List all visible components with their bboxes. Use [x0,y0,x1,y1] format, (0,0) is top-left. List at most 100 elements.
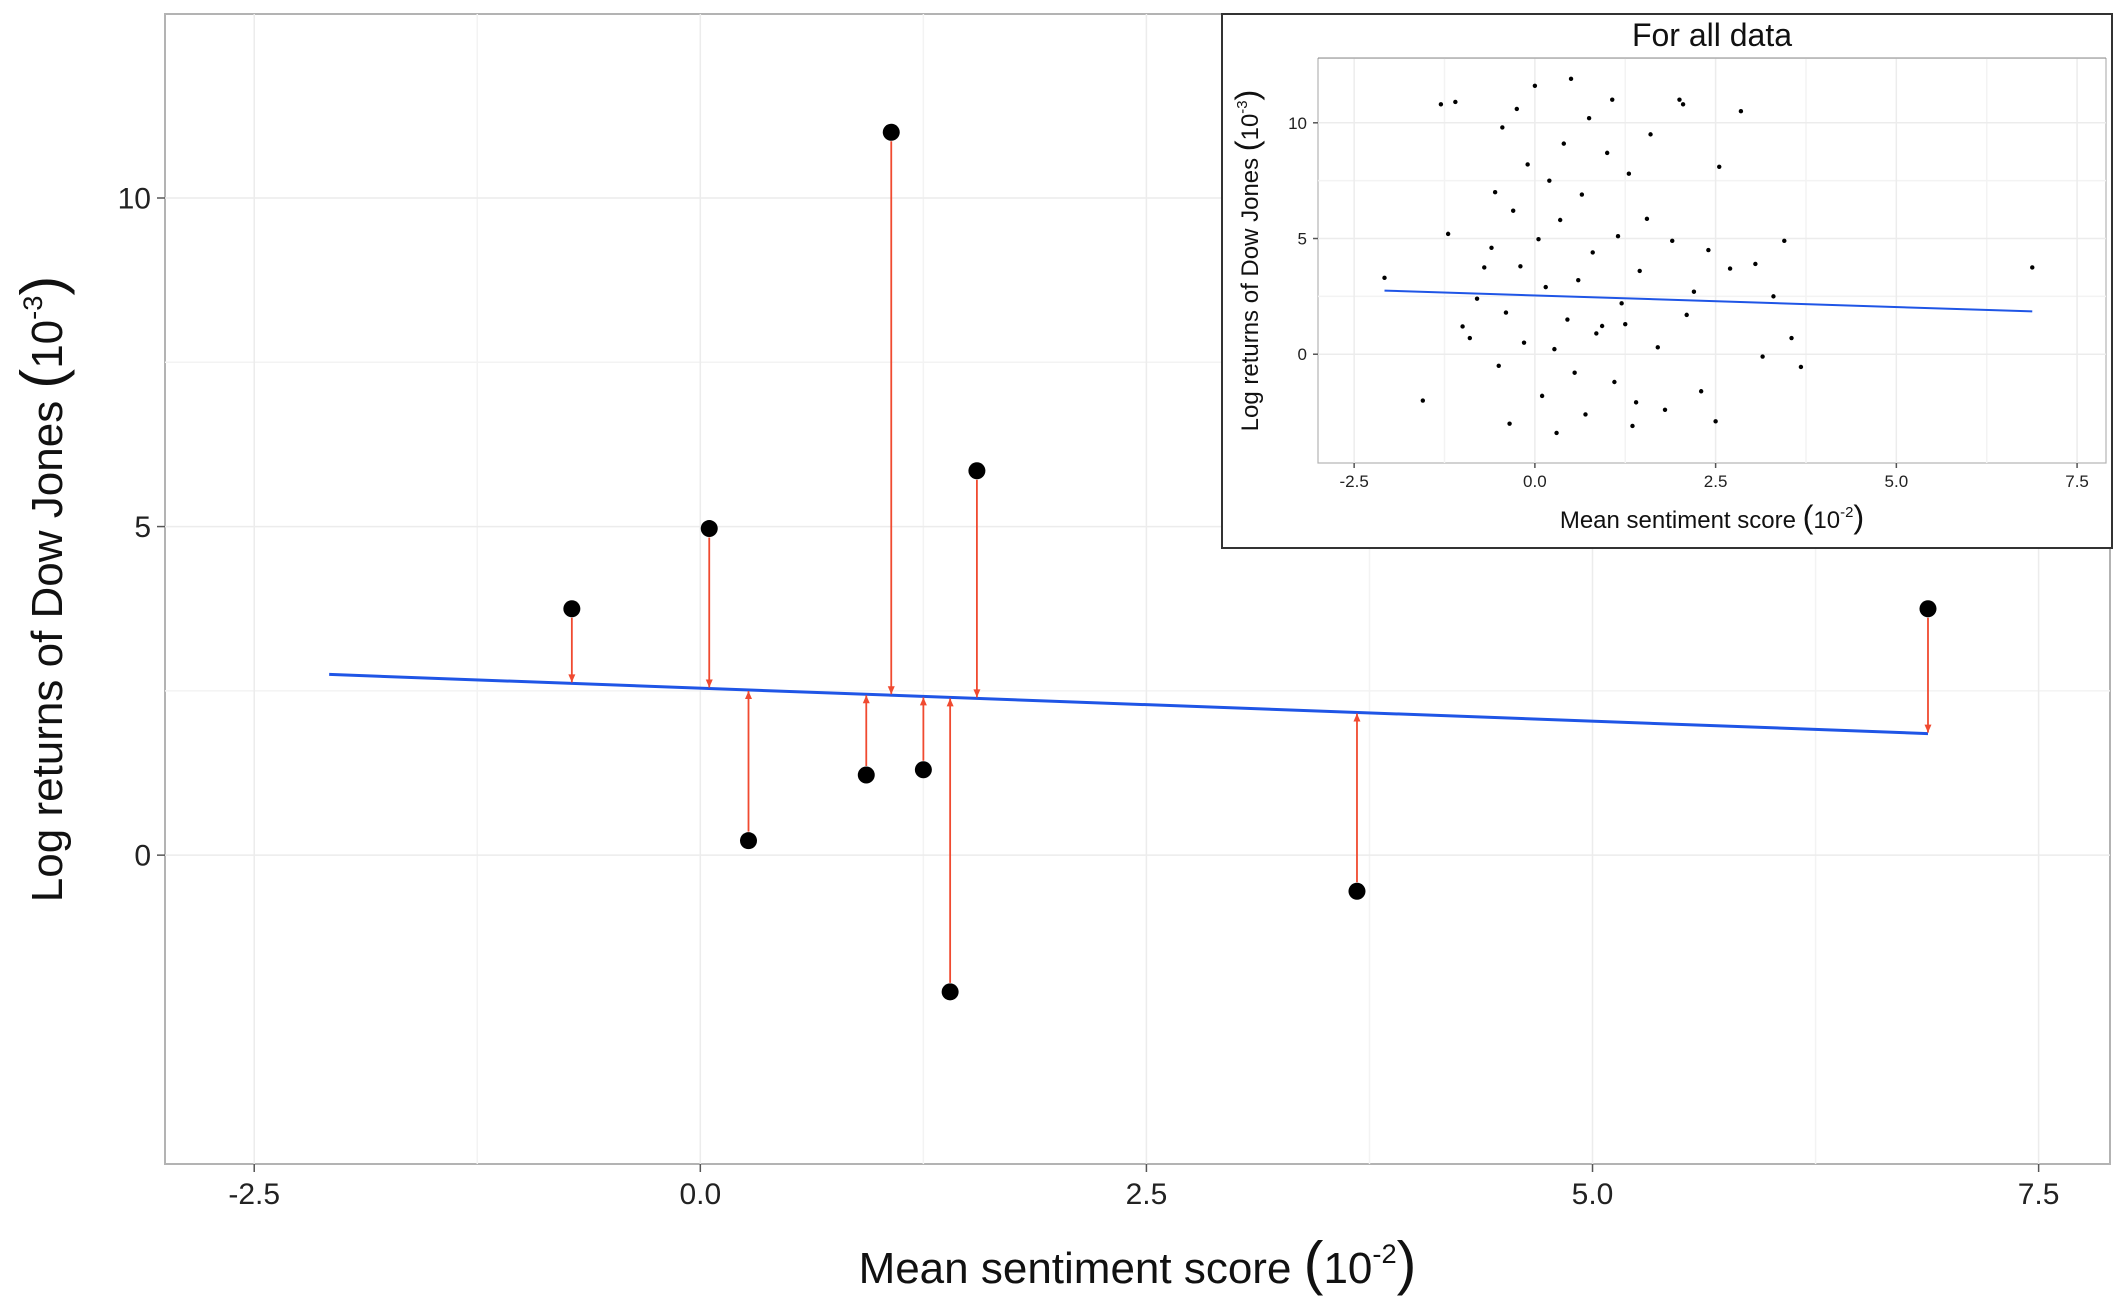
inset-panel: -2.5 0.0 2.5 5.0 7.5 0 5 10 For all data Mean sen… [1221,13,2113,549]
inset-data-point [1552,346,1557,352]
inset-data-point [1557,217,1563,223]
inset-data-point [1680,102,1686,107]
inset-data-point [1539,393,1545,399]
inset-x-tick-label: 7.5 [2065,472,2089,491]
inset-data-point [1525,162,1530,167]
inset-data-point [1453,99,1458,105]
inset-data-point [1438,102,1444,107]
inset-data-point [1604,150,1610,156]
inset-data-point [1760,354,1765,359]
inset-data-point [1738,109,1744,114]
inset-data-point [1445,231,1451,237]
main-x-tick-label: 5.0 [1572,1178,1614,1211]
inset-title-strip [1223,15,2111,58]
inset-data-point [1771,294,1776,299]
residual-arrowhead [745,690,752,699]
inset-data-point [1706,247,1711,253]
inset-data-point [1684,312,1689,318]
main-data-point [857,766,875,784]
inset-data-point [1543,284,1548,290]
inset-data-point [1474,296,1480,301]
inset-data-point [2030,265,2035,270]
inset-data-point [1579,192,1585,197]
main-data-point [563,600,581,618]
inset-data-point [1510,208,1516,213]
inset-data-point [1610,97,1615,102]
inset-data-point [1536,237,1541,242]
main-y-axis-label: Log returns of Dow Jones (10-3) [8,276,75,902]
inset-data-point [1713,419,1718,424]
inset-y-tick-label: 10 [1288,114,1307,133]
main-y-tick-label: 10 [118,183,151,216]
inset-data-point [1554,430,1559,436]
inset-data-point [1496,363,1501,368]
inset-data-point [1644,216,1650,222]
inset-data-point [1482,265,1487,270]
inset-data-point [1594,331,1599,336]
inset-data-point [1518,264,1523,269]
inset-data-point [1492,190,1498,195]
inset-data-point [1500,125,1505,130]
inset-data-point [1565,317,1570,322]
inset-data-point [1612,379,1617,385]
residual-arrowhead [705,679,713,688]
main-y-tick-label: 5 [134,511,151,544]
main-y-tick-label: 0 [134,840,151,873]
inset-data-point [1460,324,1465,329]
inset-data-point [1630,423,1635,429]
inset-data-point [1489,245,1494,250]
inset-data-point [1507,421,1512,426]
inset-data-point [1789,335,1794,341]
residual-arrowhead [862,695,870,704]
residual-arrowhead [973,689,981,698]
inset-data-point [1586,115,1592,121]
residual-arrowhead [568,674,576,683]
main-data-point [700,520,718,538]
residual-arrowhead [1353,713,1361,722]
inset-x-axis-label: Mean sentiment score (10-2) [1560,499,1864,535]
inset-title: For all data [1632,17,1792,53]
main-x-tick-label: 0.0 [679,1178,721,1211]
inset-data-point [1467,335,1473,341]
inset-data-point [1420,398,1426,403]
main-data-point [914,761,932,779]
main-data-point [1919,600,1937,618]
residual-arrowhead [946,698,954,707]
inset-y-axis-label: Log returns of Dow Jones (10-3) [1229,90,1265,432]
inset-data-point [1572,370,1577,375]
residual-arrowhead [919,697,927,706]
main-x-tick-label: 7.5 [2018,1178,2060,1211]
inset-data-point [1670,238,1675,244]
inset-data-point [1648,132,1653,137]
inset-data-point [1698,389,1704,394]
inset-data-point [1514,106,1520,112]
inset-data-point [1576,277,1581,283]
inset-data-point [1568,76,1574,82]
main-x-axis-label: Mean sentiment score (10-2) [859,1229,1417,1296]
residual-arrowhead [1924,724,1932,733]
inset-data-point [1532,83,1538,88]
inset-data-point [1727,266,1733,271]
inset-fit-line [1384,289,2033,313]
main-data-point [968,462,986,480]
inset-data-point [1623,321,1628,327]
inset-data-point [1717,164,1722,169]
inset-data-point [1382,275,1387,281]
inset-x-tick-label: 0.0 [1523,472,1547,491]
main-data-point [740,832,757,850]
inset-x-tick-label: 5.0 [1885,472,1909,491]
inset-data-point [1798,364,1804,370]
inset-data-point [1633,400,1639,405]
inset-data-point [1547,178,1552,183]
inset-data-point [1662,407,1668,412]
inset-data-point [1561,141,1566,146]
inset-x-tick-label: 2.5 [1704,472,1728,491]
inset-data-point [1521,340,1527,345]
main-data-point [882,123,900,141]
inset-data-point [1503,310,1509,315]
inset-data-point [1626,171,1632,176]
main-fit-line [329,672,1929,736]
inset-plot-frame [1317,57,2107,464]
inset-data-point [1655,345,1660,350]
